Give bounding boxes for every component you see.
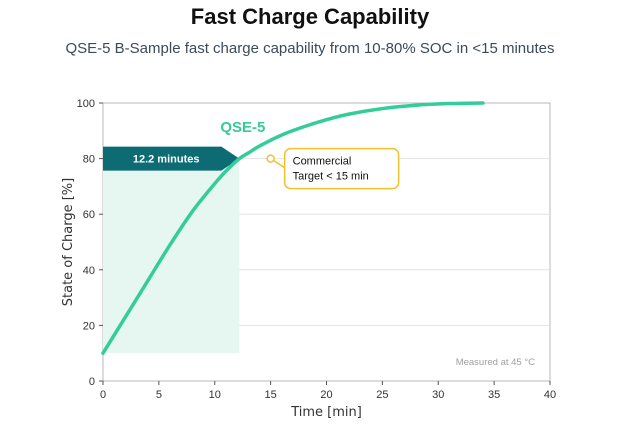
x-tick-label: 10 [209,389,221,401]
target-leader-line [273,159,286,169]
charge-time-label: 12.2 minutes [133,154,200,166]
y-tick-label: 20 [83,320,95,332]
x-tick-label: 0 [100,389,106,401]
target-callout-line2: Target < 15 min [293,171,369,183]
y-axis-label: State of Charge [%] [61,178,76,306]
target-callout-box [283,147,400,190]
y-axis-ticks: 0 20 40 60 80 100 [77,98,103,388]
y-tick-label: 80 [83,154,95,166]
x-tick-label: 15 [265,389,277,401]
x-tick-label: 30 [432,389,444,401]
x-axis-label: Time [min] [290,405,362,420]
x-tick-label: 40 [544,389,556,401]
y-tick-label: 40 [83,265,95,277]
x-tick-label: 5 [156,389,162,401]
x-tick-label: 20 [320,389,332,401]
target-callout-line1: Commercial [293,156,352,168]
page-title: Fast Charge Capability [190,4,430,29]
x-tick-label: 35 [488,389,500,401]
charge-window-shading [103,158,240,354]
x-axis-ticks: 0 5 10 15 20 25 30 35 40 [100,381,556,401]
x-tick-label: 25 [376,389,388,401]
target-marker [266,154,275,163]
y-tick-label: 60 [83,209,95,221]
series-label-qse-5: QSE-5 [220,119,265,136]
y-tick-label: 0 [89,376,95,388]
series-line-qse-5 [101,101,485,355]
page-subtitle: QSE-5 B-Sample fast charge capability fr… [65,40,555,57]
charge-time-tag [103,146,240,171]
y-tick-label: 100 [77,98,95,110]
measurement-note: Measured at 45 °C [456,357,535,368]
